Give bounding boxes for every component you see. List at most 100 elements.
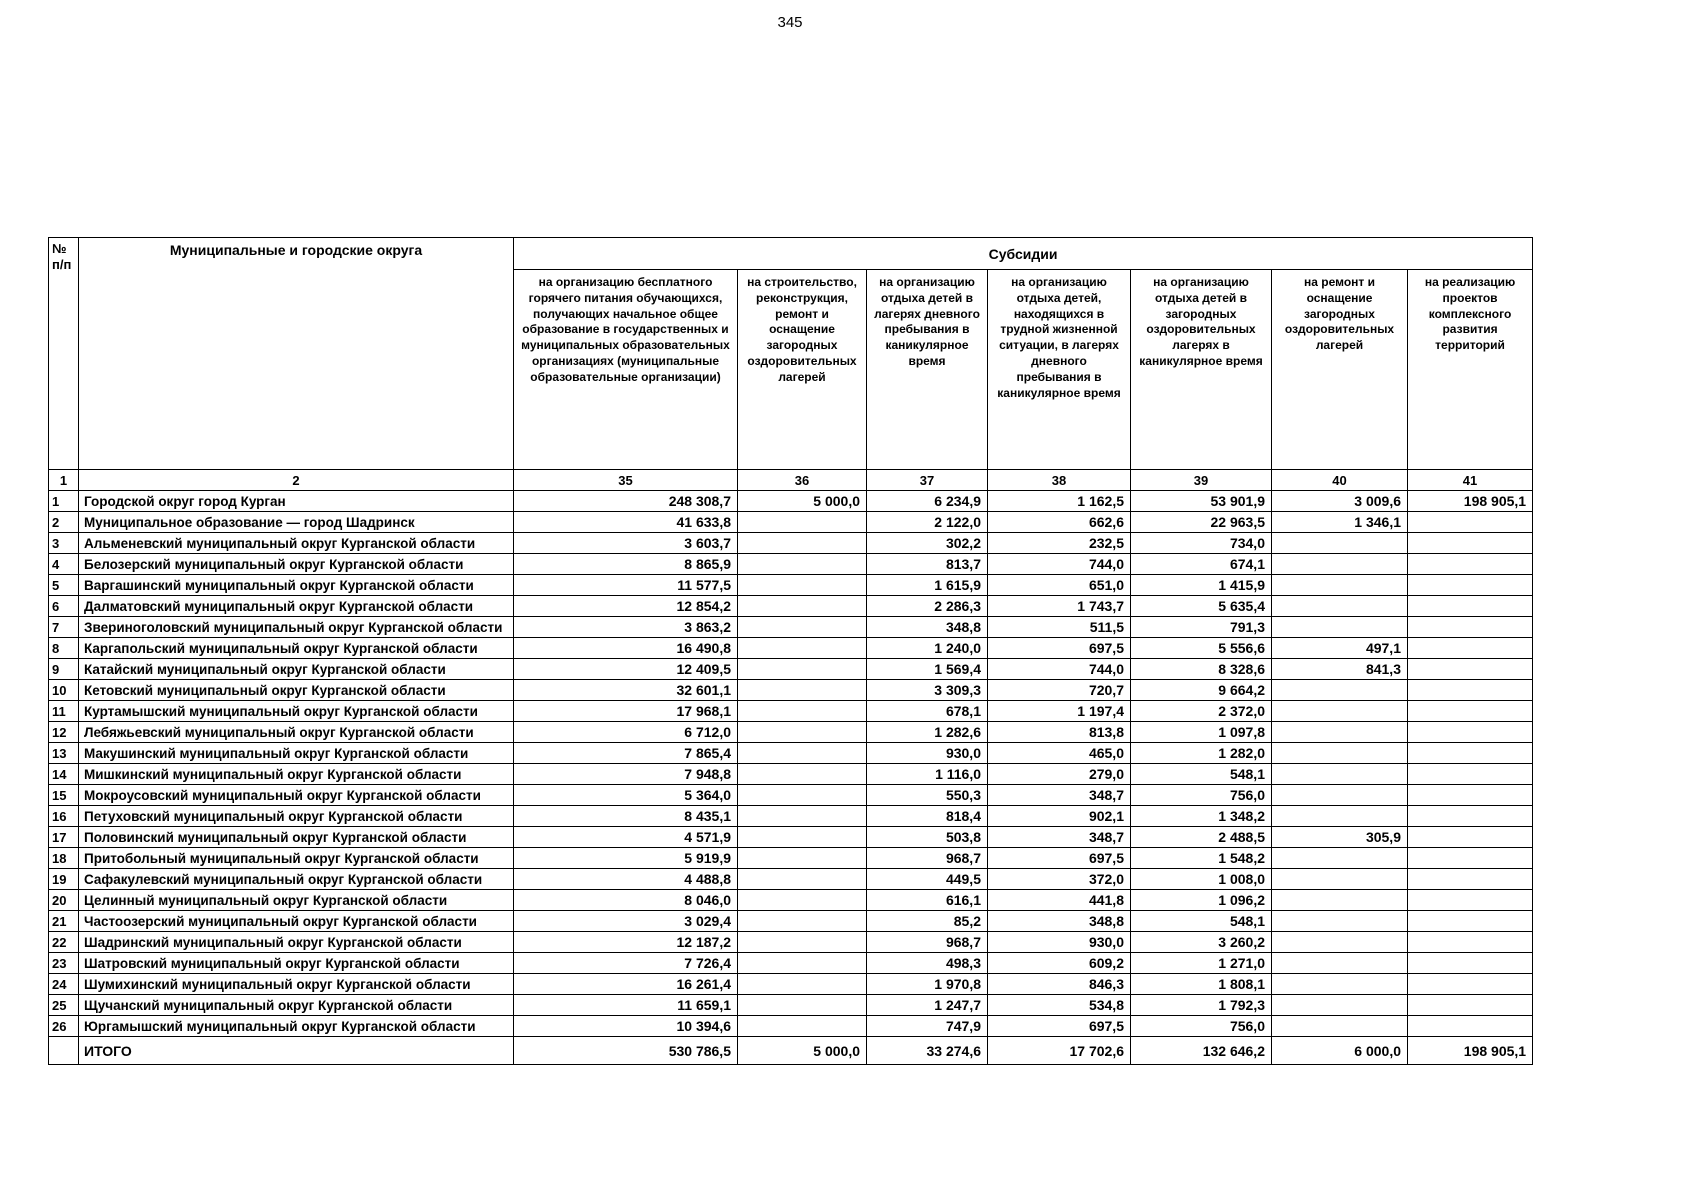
value-cell xyxy=(1271,805,1408,827)
value-cell xyxy=(737,931,867,953)
header-municipality-label: Муниципальные и городские округа xyxy=(78,237,514,470)
value-cell xyxy=(1406,889,1534,911)
value-cell: 7 865,4 xyxy=(513,742,738,764)
table-row: 22 Шадринский муниципальный округ Курган… xyxy=(48,931,1534,953)
municipality-cell: Шумихинский муниципальный округ Курганск… xyxy=(78,973,514,995)
row-number-cell: 3 xyxy=(48,532,79,554)
value-cell: 5 364,0 xyxy=(513,784,738,806)
value-cell: 756,0 xyxy=(1130,784,1272,806)
column-number: 1 xyxy=(48,469,79,491)
table-row: 14 Мишкинский муниципальный округ Курган… xyxy=(48,763,1534,785)
table-row: 6 Далматовский муниципальный округ Курга… xyxy=(48,595,1534,617)
value-cell: 441,8 xyxy=(987,889,1131,911)
table-row: 2 Муниципальное образование — город Шадр… xyxy=(48,511,1534,533)
table-row: 26 Юргамышский муниципальный округ Курга… xyxy=(48,1015,1534,1037)
value-cell: 3 260,2 xyxy=(1130,931,1272,953)
value-cell xyxy=(1271,532,1408,554)
total-empty-cell xyxy=(48,1036,79,1065)
value-cell xyxy=(1406,511,1534,533)
value-cell xyxy=(1406,826,1534,848)
value-cell xyxy=(1406,931,1534,953)
table-row: 4 Белозерский муниципальный округ Курган… xyxy=(48,553,1534,575)
value-cell: 1 247,7 xyxy=(866,994,988,1016)
value-cell: 2 488,5 xyxy=(1130,826,1272,848)
value-cell: 12 409,5 xyxy=(513,658,738,680)
value-cell xyxy=(737,826,867,848)
value-cell xyxy=(1406,595,1534,617)
table-row: 10 Кетовский муниципальный округ Курганс… xyxy=(48,679,1534,701)
value-cell xyxy=(737,553,867,575)
value-cell: 511,5 xyxy=(987,616,1131,638)
municipality-cell: Шатровский муниципальный округ Курганско… xyxy=(78,952,514,974)
value-cell xyxy=(1406,679,1534,701)
row-number-cell: 19 xyxy=(48,868,79,890)
value-cell: 1 808,1 xyxy=(1130,973,1272,995)
value-cell: 8 046,0 xyxy=(513,889,738,911)
value-cell: 791,3 xyxy=(1130,616,1272,638)
value-cell: 1 282,0 xyxy=(1130,742,1272,764)
value-cell: 697,5 xyxy=(987,1015,1131,1037)
value-cell xyxy=(1271,994,1408,1016)
value-cell: 697,5 xyxy=(987,847,1131,869)
value-cell: 7 726,4 xyxy=(513,952,738,974)
table-row: 9 Катайский муниципальный округ Курганск… xyxy=(48,658,1534,680)
table-row: 3 Альменевский муниципальный округ Курга… xyxy=(48,532,1534,554)
value-cell: 3 863,2 xyxy=(513,616,738,638)
total-value-37: 33 274,6 xyxy=(866,1036,988,1065)
total-value-35: 530 786,5 xyxy=(513,1036,738,1065)
total-value-40: 6 000,0 xyxy=(1271,1036,1408,1065)
value-cell: 968,7 xyxy=(866,931,988,953)
value-cell: 1 346,1 xyxy=(1271,511,1408,533)
value-cell: 305,9 xyxy=(1271,826,1408,848)
value-cell: 1 271,0 xyxy=(1130,952,1272,974)
header-col-39: на организацию отдыха детей в загородных… xyxy=(1130,269,1272,470)
value-cell xyxy=(737,784,867,806)
value-cell: 279,0 xyxy=(987,763,1131,785)
value-cell: 248 308,7 xyxy=(513,490,738,512)
value-cell: 534,8 xyxy=(987,994,1131,1016)
table-row: 16 Петуховский муниципальный округ Курга… xyxy=(48,805,1534,827)
header-col-35: на организацию бесплатного горячего пита… xyxy=(513,269,738,470)
value-cell xyxy=(1271,1015,1408,1037)
row-number-cell: 5 xyxy=(48,574,79,596)
value-cell: 12 854,2 xyxy=(513,595,738,617)
value-cell: 6 234,9 xyxy=(866,490,988,512)
municipality-cell: Альменевский муниципальный округ Курганс… xyxy=(78,532,514,554)
value-cell: 813,8 xyxy=(987,721,1131,743)
value-cell: 16 261,4 xyxy=(513,973,738,995)
value-cell xyxy=(737,889,867,911)
value-cell xyxy=(1271,973,1408,995)
value-cell: 3 309,3 xyxy=(866,679,988,701)
row-number-cell: 10 xyxy=(48,679,79,701)
column-number: 37 xyxy=(866,469,988,491)
value-cell: 841,3 xyxy=(1271,658,1408,680)
value-cell xyxy=(1271,910,1408,932)
header-row-descriptions: на организацию бесплатного горячего пита… xyxy=(49,269,1534,470)
value-cell xyxy=(1271,595,1408,617)
header-col-38: на организацию отдыха детей, находящихся… xyxy=(987,269,1131,470)
value-cell: 8 328,6 xyxy=(1130,658,1272,680)
column-number: 2 xyxy=(78,469,514,491)
value-cell: 498,3 xyxy=(866,952,988,974)
table-row: 13 Макушинский муниципальный округ Курга… xyxy=(48,742,1534,764)
column-number: 40 xyxy=(1271,469,1408,491)
value-cell: 734,0 xyxy=(1130,532,1272,554)
table-row: 5 Варгашинский муниципальный округ Курга… xyxy=(48,574,1534,596)
municipality-cell: Притобольный муниципальный округ Курганс… xyxy=(78,847,514,869)
municipality-cell: Куртамышский муниципальный округ Курганс… xyxy=(78,700,514,722)
value-cell xyxy=(737,595,867,617)
municipality-cell: Шадринский муниципальный округ Курганско… xyxy=(78,931,514,953)
table-row: 12 Лебяжьевский муниципальный округ Кург… xyxy=(48,721,1534,743)
value-cell: 548,1 xyxy=(1130,910,1272,932)
value-cell: 2 372,0 xyxy=(1130,700,1272,722)
value-cell xyxy=(1271,553,1408,575)
value-cell: 465,0 xyxy=(987,742,1131,764)
table-row: 1 Городской округ город Курган 248 308,7… xyxy=(48,490,1534,512)
value-cell: 1 415,9 xyxy=(1130,574,1272,596)
value-cell: 747,9 xyxy=(866,1015,988,1037)
value-cell: 1 008,0 xyxy=(1130,868,1272,890)
value-cell xyxy=(1406,553,1534,575)
municipality-cell: Муниципальное образование — город Шадрин… xyxy=(78,511,514,533)
value-cell xyxy=(1271,721,1408,743)
table-row: 8 Каргапольский муниципальный округ Кург… xyxy=(48,637,1534,659)
